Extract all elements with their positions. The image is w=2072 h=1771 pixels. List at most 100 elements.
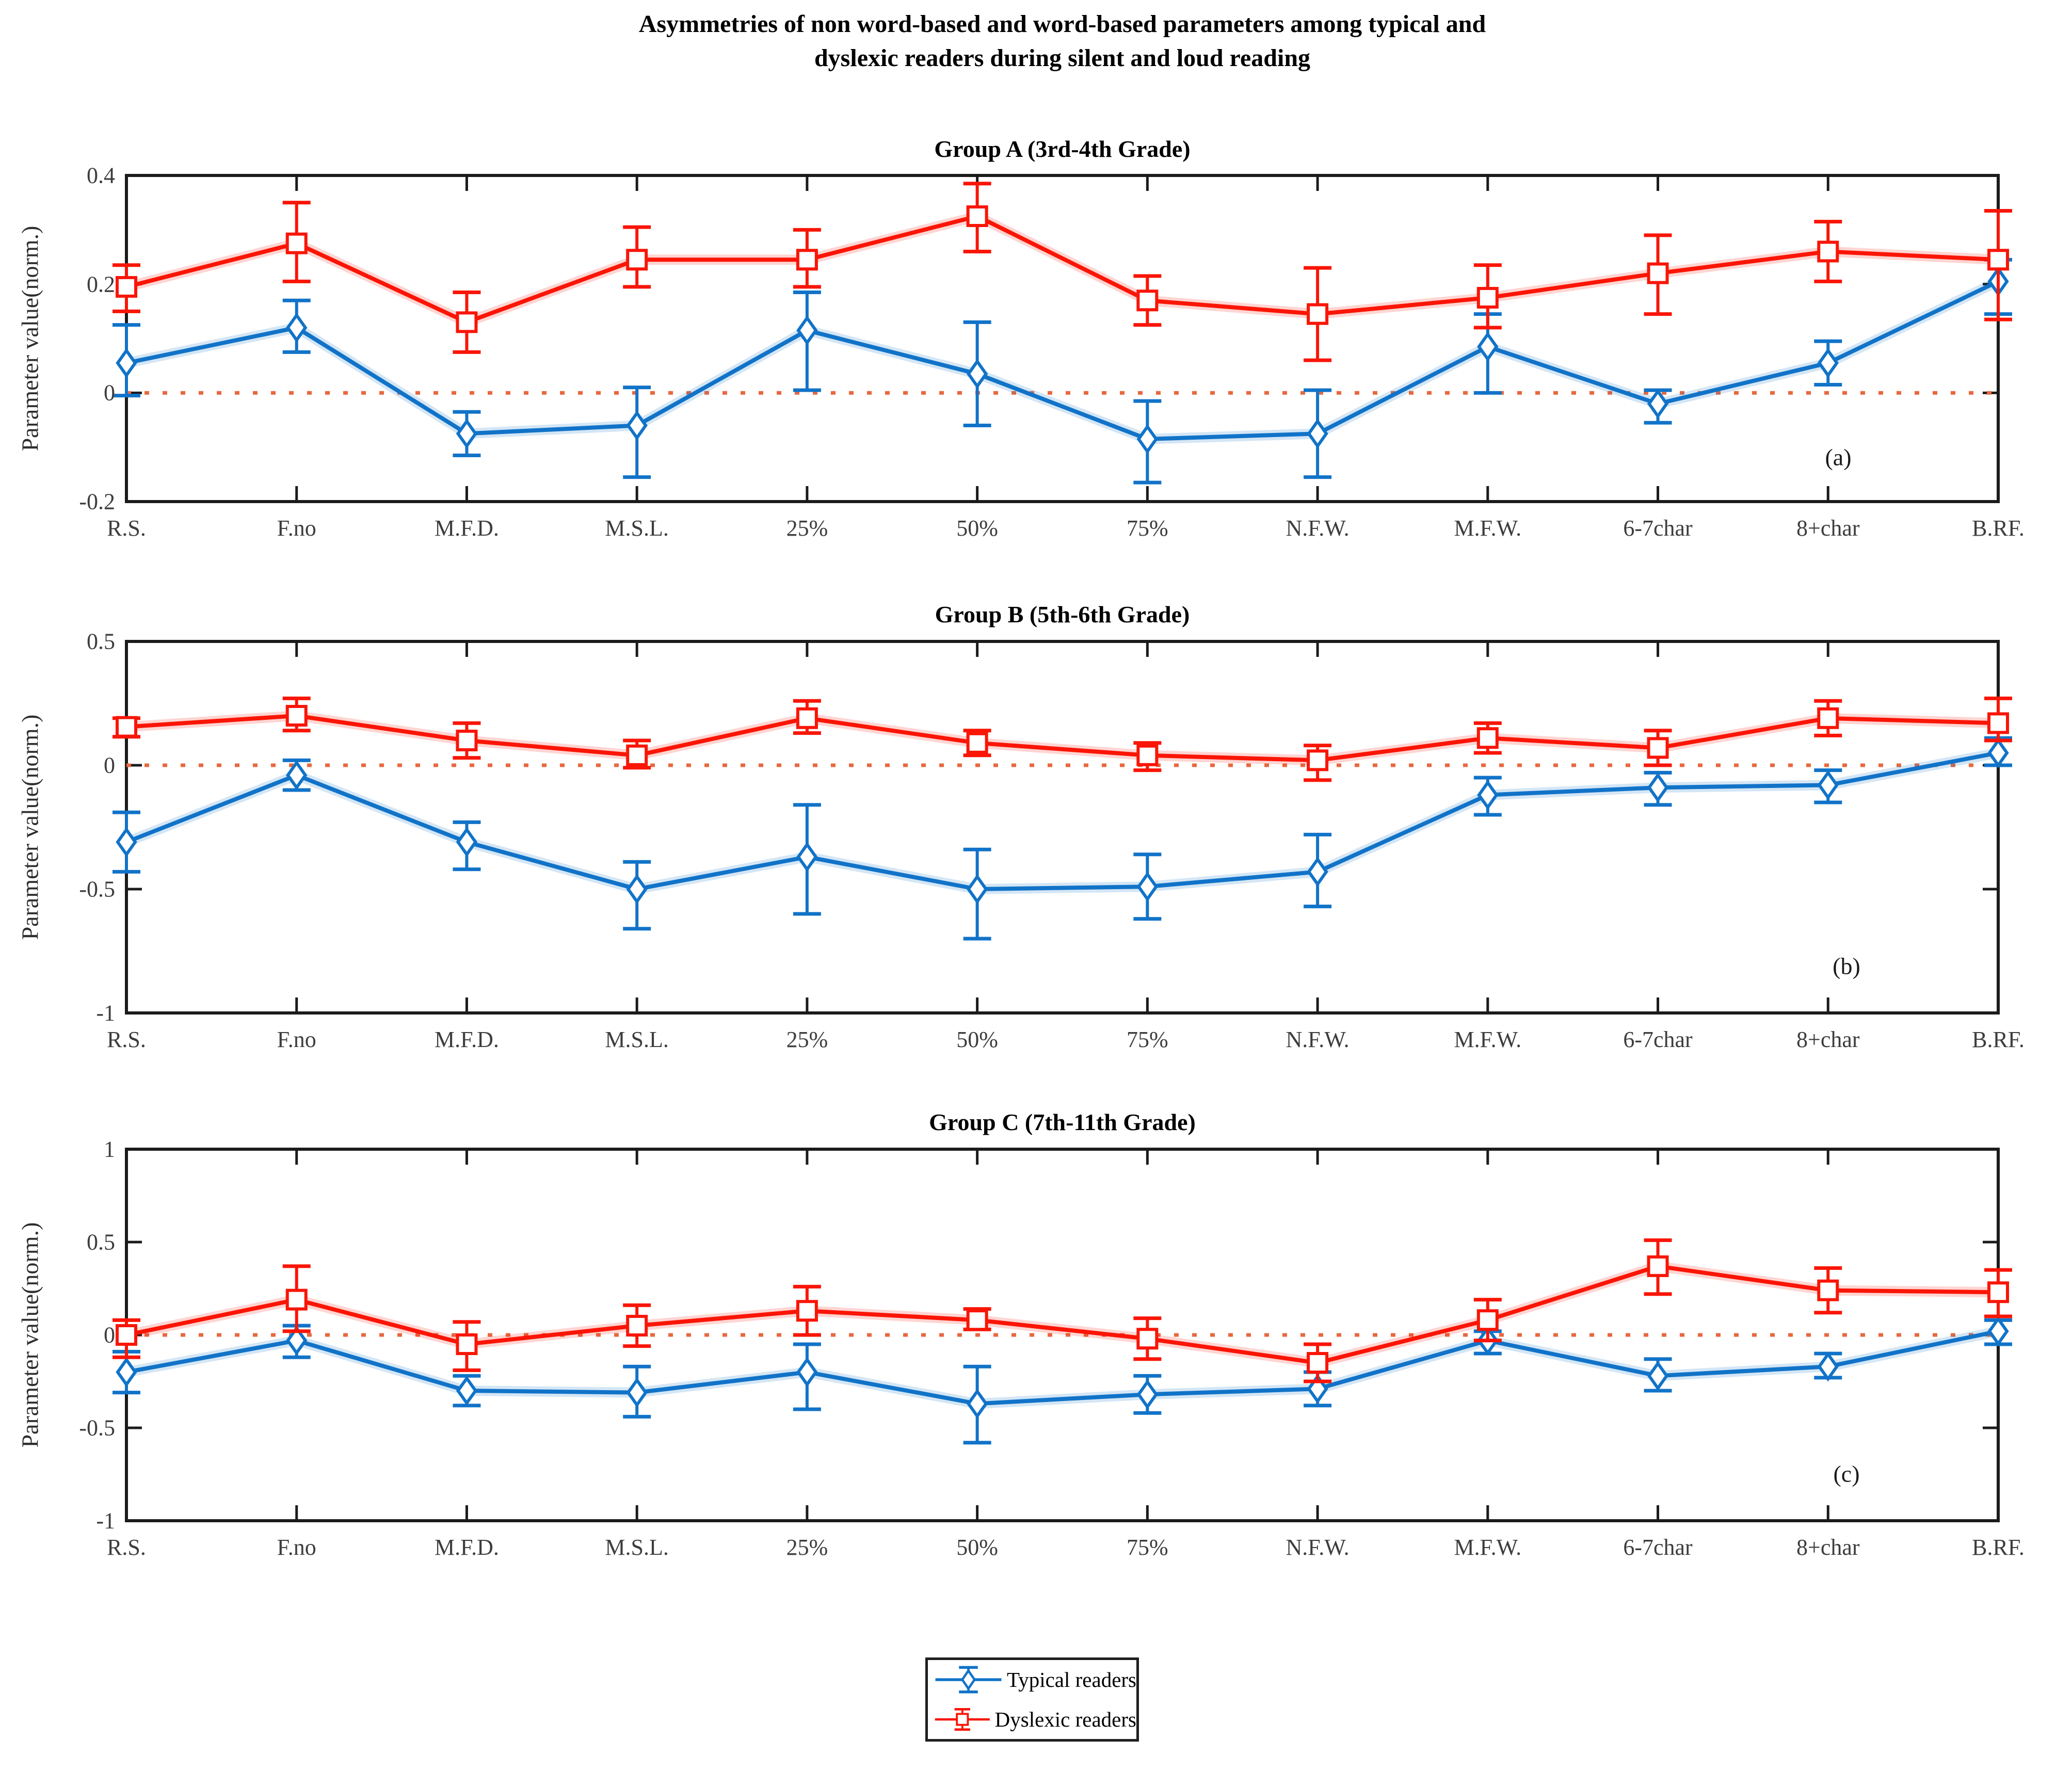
series-glow [125,1261,1999,1369]
square-marker [1987,1281,2009,1303]
square-marker [1136,744,1159,766]
panel-plot-c [113,1148,2012,1522]
diamond-marker [116,348,137,378]
diamond-marker [966,874,988,905]
x-tick-label: M.F.W. [1454,1027,1522,1052]
series-line [126,713,1999,763]
diamond-marker [1987,737,2009,768]
square-marker [1817,707,1839,729]
x-tick-label: F.no [277,516,316,541]
x-tick-label: B.RF. [1972,1027,2025,1052]
figure-title: Asymmetries of non word-based and word-b… [126,7,1998,75]
x-tick-label: 75% [1127,516,1168,541]
square-marker [456,730,478,751]
x-tick-label: N.F.W. [1286,516,1350,541]
panel-plot-b [113,640,2012,1015]
x-tick-label: 25% [786,1027,828,1052]
x-tick-label: 75% [1127,1027,1168,1052]
diamond-marker [1136,872,1159,902]
panel-a-letter: (a) [1825,444,1852,471]
square-marker [796,707,818,729]
x-tick-label: 8+char [1796,516,1860,541]
y-tick-label: 0 [104,752,115,778]
square-marker [1817,240,1839,263]
x-tick-label: 6-7char [1623,516,1693,541]
y-tick-label: -0.5 [79,1415,115,1441]
diamond-marker [286,1325,308,1356]
diamond-marker [1817,770,1839,800]
square-marker [116,716,137,738]
diamond-marker [1136,1379,1159,1410]
square-marker [626,1315,648,1337]
panel-a-title: Group A (3rd-4th Grade) [934,136,1191,162]
square-marker [456,1333,478,1355]
panel-b-letter: (b) [1833,953,1860,979]
figure-title-line2: dyslexic readers during silent and loud … [814,44,1311,72]
diamond-marker [1817,348,1839,378]
diamond-marker [116,827,137,857]
x-tick-label: M.S.L. [605,1535,669,1560]
diamond-marker [796,1357,818,1388]
diamond-marker [626,1377,648,1408]
diamond-marker [1136,424,1159,455]
y-tick-label: 0.5 [87,629,115,654]
square-marker [1647,1255,1669,1277]
square-marker [796,249,818,271]
y-tick-label: -1 [96,1508,115,1534]
diamond-marker [456,1375,478,1406]
square-marker [1307,303,1329,325]
square-marker [966,205,988,227]
x-tick-label: N.F.W. [1286,1535,1350,1560]
series-line [126,1264,1999,1365]
dyslexic-readers-sample-icon [935,1708,990,1731]
square-marker [1136,1328,1159,1350]
diamond-marker [796,315,818,346]
series-line [125,751,1999,892]
x-tick-label: F.no [277,1027,316,1052]
diamond-marker [1817,1351,1839,1382]
y-tick-label: -0.5 [79,876,115,902]
square-marker [1136,289,1159,312]
diamond-marker [456,418,478,449]
x-tick-label: R.S. [107,516,146,541]
series-line [126,279,1999,441]
x-tick-label: 8+char [1796,1027,1860,1052]
diamond-marker [626,410,648,441]
x-tick-label: 50% [956,516,998,541]
square-marker [285,1289,308,1311]
diamond-marker [966,1389,988,1419]
panel-c-letter: (c) [1833,1460,1860,1487]
y-tick-label: 0 [104,1322,115,1348]
square-marker [116,1324,137,1346]
x-tick-label: M.S.L. [605,516,669,541]
legend-row-dyslexic: Dyslexic readers [928,1700,1136,1740]
panel-b-title: Group B (5th-6th Grade) [935,601,1190,627]
typical-readers-sample-icon [935,1666,1002,1694]
figure-title-line1: Asymmetries of non word-based and word-b… [638,10,1486,38]
x-tick-label: 6-7char [1623,1027,1693,1052]
diamond-marker [456,827,478,857]
y-tick-label: -0.2 [79,489,115,514]
x-tick-label: 6-7char [1623,1535,1693,1560]
series-glow [125,277,2001,444]
series-glow [124,748,1999,895]
square-marker [1476,287,1499,309]
diamond-marker [796,842,818,872]
x-tick-label: B.RF. [1972,516,2025,541]
x-tick-label: R.S. [107,1027,146,1052]
x-tick-label: B.RF. [1972,1535,2025,1560]
x-tick-label: M.S.L. [605,1027,669,1052]
y-tick-label: 1 [104,1136,115,1162]
x-tick-label: M.F.D. [435,1027,499,1052]
diamond-marker [1477,780,1499,810]
diamond-marker [1647,389,1669,419]
square-marker [1987,249,2009,271]
y-tick-label: 0.5 [87,1229,115,1255]
square-marker [1647,737,1669,759]
series-glow [125,211,1999,328]
diamond-marker [286,760,308,791]
y-tick-label: 0 [104,380,115,406]
x-tick-label: R.S. [107,1535,146,1560]
